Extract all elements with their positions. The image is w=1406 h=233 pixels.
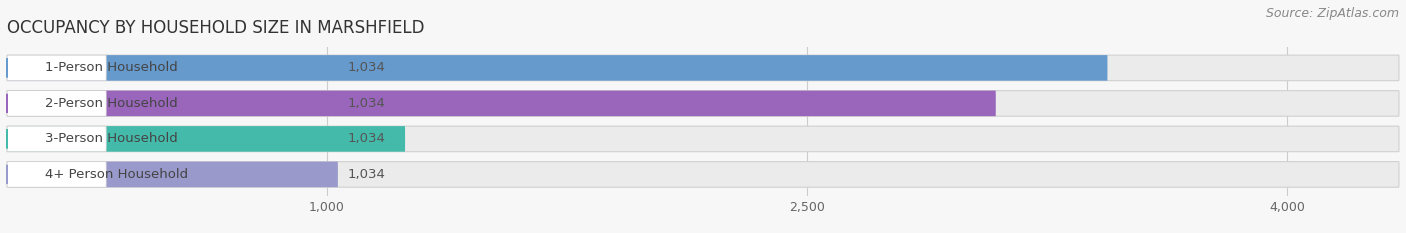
FancyBboxPatch shape (7, 91, 995, 116)
FancyBboxPatch shape (7, 91, 1399, 116)
FancyBboxPatch shape (7, 126, 405, 152)
FancyBboxPatch shape (7, 91, 107, 116)
FancyBboxPatch shape (7, 126, 1399, 152)
FancyBboxPatch shape (7, 55, 107, 81)
FancyBboxPatch shape (7, 162, 1399, 187)
Text: 3-Person Household: 3-Person Household (45, 132, 177, 145)
Text: OCCUPANCY BY HOUSEHOLD SIZE IN MARSHFIELD: OCCUPANCY BY HOUSEHOLD SIZE IN MARSHFIEL… (7, 19, 425, 37)
Text: 4+ Person Household: 4+ Person Household (45, 168, 188, 181)
Text: 1,034: 1,034 (347, 132, 385, 145)
Text: 1,034: 1,034 (347, 97, 385, 110)
FancyBboxPatch shape (7, 55, 1399, 81)
Text: Source: ZipAtlas.com: Source: ZipAtlas.com (1265, 7, 1399, 20)
FancyBboxPatch shape (7, 126, 107, 152)
Text: 1,034: 1,034 (347, 168, 385, 181)
FancyBboxPatch shape (7, 55, 1108, 81)
FancyBboxPatch shape (7, 162, 107, 187)
Text: 1,034: 1,034 (347, 62, 385, 74)
FancyBboxPatch shape (7, 162, 337, 187)
Text: 1-Person Household: 1-Person Household (45, 62, 177, 74)
Text: 2-Person Household: 2-Person Household (45, 97, 177, 110)
